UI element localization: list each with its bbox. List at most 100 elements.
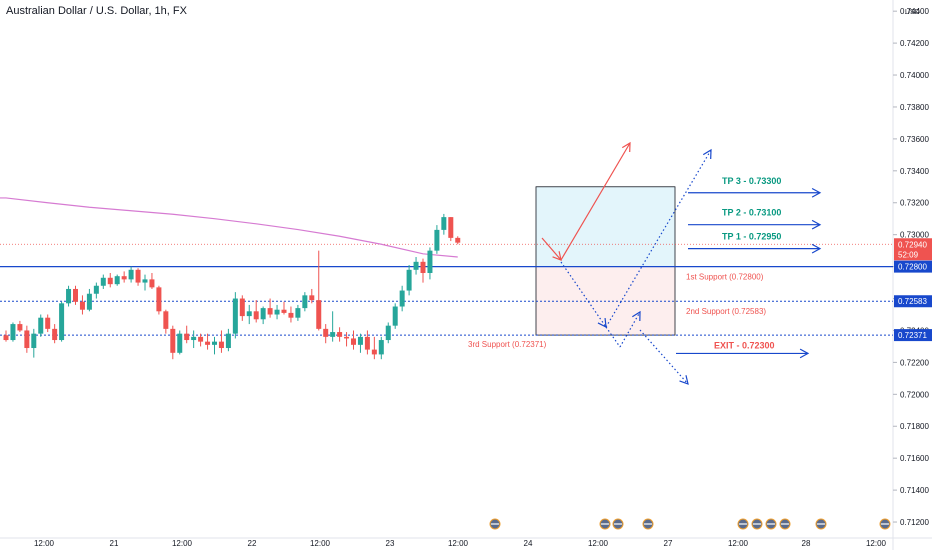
price-axis[interactable]: 0.74400 0.74200 0.74000 0.73800 0.73600 0.734… bbox=[893, 7, 932, 527]
candle bbox=[225, 328, 231, 352]
candle bbox=[330, 311, 336, 342]
candle-body bbox=[246, 311, 252, 317]
price-badge-label: 0.72800 bbox=[898, 263, 927, 272]
candle-body bbox=[107, 277, 113, 285]
target-arrow bbox=[688, 187, 822, 198]
candle bbox=[198, 333, 204, 347]
candle bbox=[10, 322, 16, 342]
time-axis[interactable]: 12:00 21 12:00 22 12:00 23 12:00 24 12:00 27 12:00… bbox=[34, 539, 887, 548]
candle-body bbox=[288, 312, 294, 318]
exit-label: EXIT - 0.72300 bbox=[714, 340, 775, 350]
time-tick-label: 28 bbox=[802, 539, 811, 548]
candle-body bbox=[121, 276, 127, 280]
candle bbox=[357, 333, 363, 353]
candle-body bbox=[274, 309, 280, 315]
candlesticks bbox=[3, 213, 461, 360]
candle bbox=[441, 213, 447, 235]
candle-body bbox=[135, 269, 141, 283]
candle-body bbox=[177, 333, 183, 353]
support-levels[interactable]: 1st Support (0.72800) 2nd Support (0.7258… bbox=[0, 243, 893, 349]
candle bbox=[351, 330, 356, 350]
rally-arrow-head bbox=[621, 141, 631, 153]
candle-body bbox=[156, 287, 162, 312]
candle bbox=[288, 306, 294, 323]
candle bbox=[316, 250, 322, 331]
candle bbox=[66, 285, 72, 307]
candle-body bbox=[232, 298, 238, 334]
candle bbox=[114, 274, 120, 286]
candle-body bbox=[170, 328, 176, 353]
candle bbox=[239, 295, 245, 321]
candle-body bbox=[212, 341, 217, 345]
price-tick-label: 0.73000 bbox=[900, 231, 929, 240]
price-badge-label: 0.72583 bbox=[898, 297, 927, 306]
candle-body bbox=[378, 340, 384, 355]
candle bbox=[107, 272, 113, 288]
target-label: TP 1 - 0.72950 bbox=[722, 232, 781, 242]
candle bbox=[413, 257, 419, 275]
bounce-arrow-head bbox=[632, 310, 641, 322]
candle bbox=[323, 324, 329, 344]
price-tick-label: 0.72200 bbox=[900, 358, 929, 367]
candle bbox=[93, 282, 99, 299]
time-tick-label: 12:00 bbox=[866, 539, 887, 548]
price-tick-label: 0.71400 bbox=[900, 486, 929, 495]
currency-label: USD bbox=[905, 9, 920, 16]
candle-body bbox=[406, 269, 412, 291]
candle-body bbox=[163, 311, 169, 329]
recovery-arrow bbox=[605, 148, 712, 328]
candle-body bbox=[420, 261, 426, 273]
candle bbox=[52, 324, 58, 344]
recovery-arrow-head bbox=[702, 148, 712, 160]
candle-body bbox=[357, 336, 363, 345]
price-tick-label: 0.71600 bbox=[900, 454, 929, 463]
candle-body bbox=[198, 336, 204, 342]
candle bbox=[135, 268, 141, 286]
price-badge: 0.72371 bbox=[894, 329, 932, 342]
price-tick-label: 0.73800 bbox=[900, 103, 929, 112]
price-tick-label: 0.74400 bbox=[900, 7, 929, 16]
position-box[interactable] bbox=[535, 186, 676, 336]
price-badge-label: 0.72371 bbox=[898, 331, 927, 340]
moving-average-line bbox=[0, 197, 458, 258]
candle bbox=[378, 336, 384, 360]
target-arrow-head bbox=[811, 187, 822, 198]
pullback-arrow-shaft bbox=[541, 237, 562, 261]
candle-body bbox=[399, 290, 405, 307]
target-labels[interactable]: TP 3 - 0.73300 TP 2 - 0.73100 TP 1 - 0.729… bbox=[714, 176, 781, 351]
time-tick-label: 12:00 bbox=[448, 539, 469, 548]
rally-arrow bbox=[560, 141, 631, 261]
target-arrow-head bbox=[811, 243, 822, 254]
candle-body bbox=[392, 306, 398, 326]
candle-body bbox=[434, 229, 440, 251]
price-badge-bg bbox=[894, 329, 932, 342]
candle-body bbox=[17, 324, 23, 331]
candle bbox=[163, 309, 169, 334]
candle bbox=[295, 304, 301, 321]
candle bbox=[31, 328, 37, 358]
connector-line bbox=[605, 326, 621, 348]
projection-arrows[interactable] bbox=[541, 141, 822, 385]
candle bbox=[448, 217, 454, 242]
candle-body bbox=[427, 250, 433, 273]
target-arrow bbox=[688, 243, 822, 254]
candle-body bbox=[52, 328, 58, 341]
current-price-value: 0.72940 bbox=[898, 240, 927, 249]
time-tick-label: 24 bbox=[524, 539, 533, 548]
price-badge-bg bbox=[894, 295, 932, 308]
candle-body bbox=[309, 295, 315, 301]
price-tick-label: 0.73400 bbox=[900, 167, 929, 176]
candle-body bbox=[323, 328, 329, 337]
candle bbox=[274, 304, 280, 320]
price-tick-label: 0.71800 bbox=[900, 422, 929, 431]
candle bbox=[184, 325, 190, 344]
candle bbox=[100, 274, 106, 289]
candle bbox=[38, 314, 44, 337]
candle bbox=[59, 301, 65, 342]
price-badge: 0.72800 bbox=[894, 260, 932, 273]
candle bbox=[17, 320, 23, 333]
current-price-badge-bg bbox=[894, 238, 932, 261]
time-tick-label: 12:00 bbox=[588, 539, 609, 548]
